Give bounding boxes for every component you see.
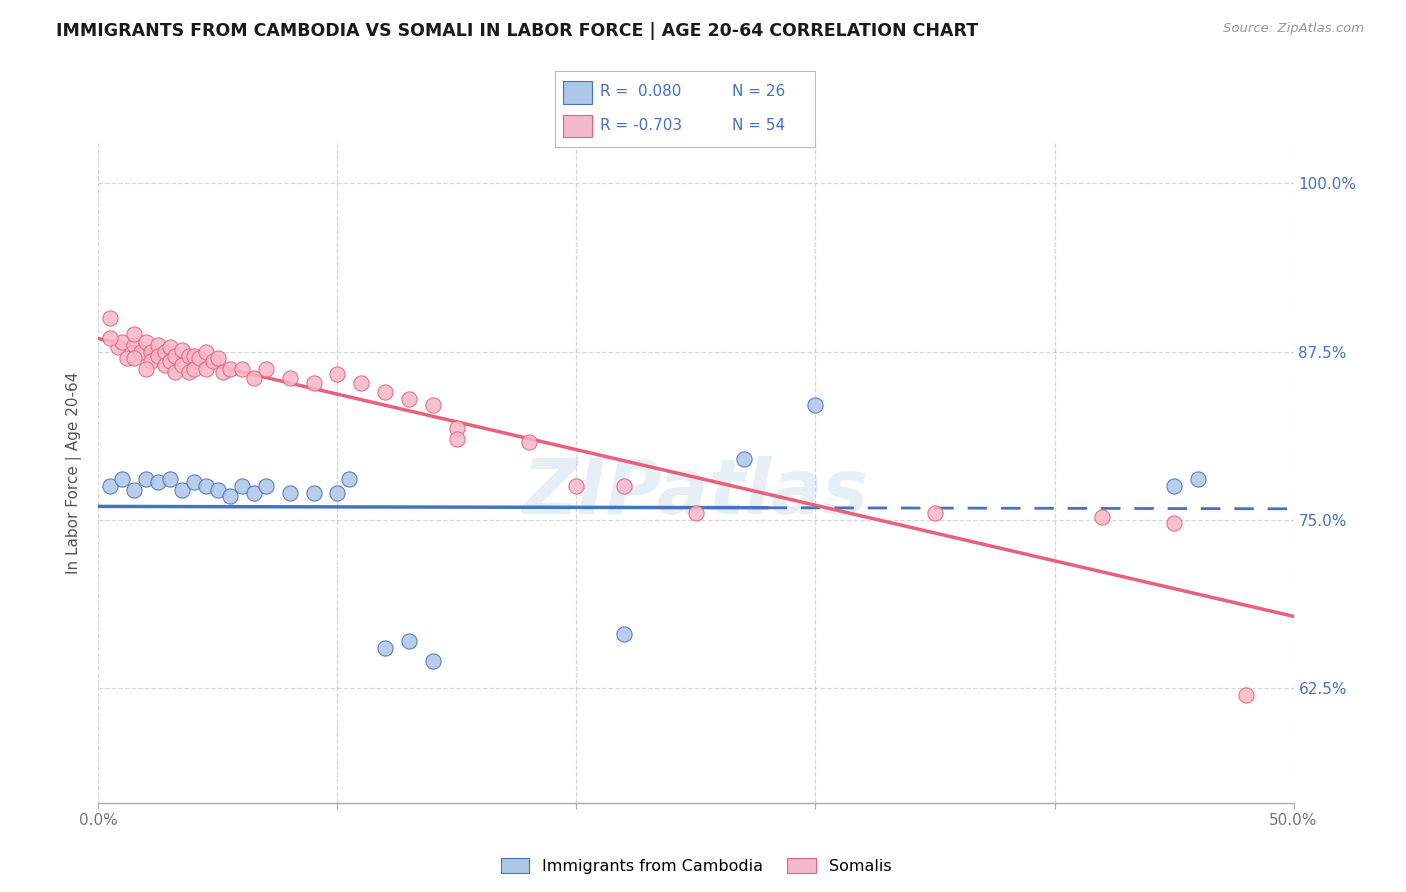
Point [107,341,129,355]
Point [243,486,266,500]
Point [183,349,205,363]
Point [131,344,153,359]
Point [446,432,468,446]
Point [172,343,194,358]
Point [183,475,205,490]
Point [517,434,540,449]
Point [139,344,162,359]
Point [685,506,707,520]
Point [111,335,134,350]
Point [326,368,349,382]
Point [1091,510,1114,524]
Point [278,486,301,500]
Point [219,362,242,376]
Point [124,351,146,366]
Text: N = 26: N = 26 [733,85,786,99]
Point [111,473,134,487]
Text: IMMIGRANTS FROM CAMBODIA VS SOMALI IN LABOR FORCE | AGE 20-64 CORRELATION CHART: IMMIGRANTS FROM CAMBODIA VS SOMALI IN LA… [56,22,979,40]
Point [350,376,373,390]
Point [302,486,325,500]
Point [207,483,229,498]
Text: N = 54: N = 54 [733,118,786,133]
Point [179,349,201,363]
Point [159,473,181,487]
Point [172,358,194,372]
Point [148,475,170,490]
Point [446,421,468,435]
Text: Source: ZipAtlas.com: Source: ZipAtlas.com [1223,22,1364,36]
Point [135,473,157,487]
Point [1163,516,1185,530]
Point [202,354,225,368]
Bar [564,81,592,104]
Point [326,486,349,500]
Point [339,473,360,487]
Point [219,489,242,503]
Text: R =  0.080: R = 0.080 [599,85,681,99]
Point [124,338,146,352]
Point [398,634,420,648]
Point [231,479,253,493]
Point [207,351,229,366]
Point [194,344,218,359]
Point [163,349,186,363]
Point [155,344,177,359]
Point [98,331,122,345]
Point [254,479,277,493]
Y-axis label: In Labor Force | Age 20-64: In Labor Force | Age 20-64 [66,372,83,574]
Point [183,362,205,376]
Point [243,371,266,385]
Point [124,326,146,341]
Point [1163,479,1185,493]
Point [422,398,444,412]
Point [148,349,170,363]
Legend: Immigrants from Cambodia, Somalis: Immigrants from Cambodia, Somalis [495,852,897,880]
Point [187,351,209,366]
Text: ZIPatlas: ZIPatlas [523,456,869,530]
Point [733,452,755,467]
Point [374,384,396,399]
Point [172,483,194,498]
Point [804,398,827,412]
Point [135,362,157,376]
Point [398,392,420,406]
Point [159,341,181,355]
Point [1187,473,1209,487]
Point [1234,688,1257,702]
Point [422,654,444,668]
Point [179,365,201,379]
Point [278,371,301,385]
Point [155,358,177,372]
Point [254,362,277,376]
Point [565,479,588,493]
Point [148,338,170,352]
Point [159,354,181,368]
Point [231,362,253,376]
Point [115,351,138,366]
Point [124,483,146,498]
Point [211,365,233,379]
Point [924,506,946,520]
Point [163,365,186,379]
Point [302,376,325,390]
Point [374,640,396,655]
Point [135,335,157,350]
Point [613,627,636,641]
Point [194,479,218,493]
Point [98,310,122,325]
Bar [564,114,592,137]
Point [139,354,162,368]
Point [194,362,218,376]
Point [613,479,636,493]
Point [98,479,122,493]
Text: R = -0.703: R = -0.703 [599,118,682,133]
